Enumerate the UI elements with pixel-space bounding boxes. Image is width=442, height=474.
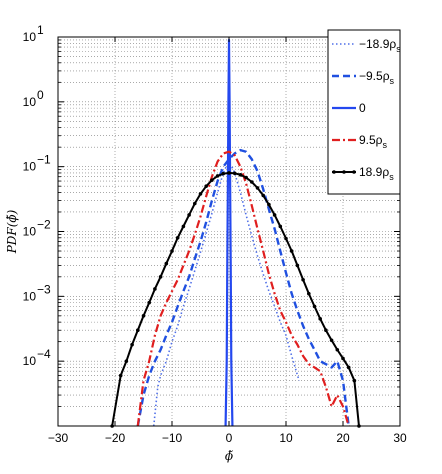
x-tick-label: −10 bbox=[162, 431, 183, 445]
series-point-4 bbox=[329, 338, 334, 343]
series-point-4 bbox=[352, 378, 357, 383]
y-tick-label: 10 bbox=[23, 95, 37, 109]
series-point-4 bbox=[153, 287, 157, 291]
series-line-3 bbox=[136, 150, 350, 427]
series-point-4 bbox=[341, 356, 345, 361]
legend: −18.9ρs −9.5ρs 0 9.5ρs 18.9ρs bbox=[327, 29, 401, 195]
grid-lines bbox=[58, 37, 400, 426]
y-tick-exponent: 0 bbox=[37, 88, 44, 102]
y-tick-exponent: 1 bbox=[37, 23, 44, 37]
series-point-4 bbox=[204, 184, 208, 188]
series-lines bbox=[110, 38, 361, 428]
series-point-4 bbox=[267, 202, 271, 207]
x-tick-label: −30 bbox=[48, 431, 69, 445]
series-point-4 bbox=[335, 347, 340, 352]
x-tick-label: 30 bbox=[393, 431, 407, 445]
legend-label-1: −9.5ρs bbox=[359, 69, 395, 86]
series-point-4 bbox=[130, 342, 134, 347]
series-point-4 bbox=[301, 277, 305, 282]
series-point-4 bbox=[221, 171, 226, 176]
legend-box bbox=[327, 29, 401, 195]
x-tick-label: 20 bbox=[336, 431, 350, 445]
series-point-4 bbox=[124, 359, 129, 363]
series-point-4 bbox=[147, 300, 151, 305]
y-tick-exponent: −1 bbox=[37, 153, 51, 167]
y-tick-label: 10 bbox=[23, 354, 37, 368]
series-point-4 bbox=[215, 174, 220, 178]
y-axis-label: PDF(ϕ̃) bbox=[5, 209, 19, 254]
series-point-4 bbox=[295, 263, 300, 268]
series-point-4 bbox=[227, 171, 231, 175]
series-point-4 bbox=[136, 328, 140, 333]
series-point-4 bbox=[346, 365, 351, 370]
series-point-4 bbox=[181, 224, 186, 229]
series-point-4 bbox=[278, 224, 283, 229]
series-point-4 bbox=[255, 186, 260, 190]
series-point-4 bbox=[193, 201, 197, 206]
legend-swatch-marker bbox=[332, 170, 336, 174]
series-point-4 bbox=[198, 192, 203, 196]
series-line-1 bbox=[136, 148, 350, 427]
x-axis-label: ϕ̃ bbox=[225, 449, 233, 463]
y-tick-exponent: −4 bbox=[37, 347, 51, 361]
series-point-4 bbox=[272, 213, 277, 217]
series-point-4 bbox=[210, 178, 214, 182]
series-point-4 bbox=[261, 193, 266, 198]
y-tick-label: 10 bbox=[23, 289, 37, 303]
series-point-4 bbox=[175, 235, 180, 240]
x-tick-label: 10 bbox=[279, 431, 293, 445]
series-point-4 bbox=[289, 249, 294, 253]
series-point-4 bbox=[312, 304, 317, 309]
series-point-4 bbox=[324, 328, 328, 333]
series-point-4 bbox=[244, 175, 248, 180]
legend-label-0: −18.9ρs bbox=[359, 37, 401, 54]
series-point-4 bbox=[284, 236, 288, 241]
series-line-4 bbox=[111, 171, 360, 427]
y-tick-label: 10 bbox=[23, 160, 37, 174]
legend-label-2: 0 bbox=[359, 101, 366, 115]
y-tick-label: 10 bbox=[23, 225, 37, 239]
series-point-4 bbox=[118, 373, 123, 378]
x-tick-label: 0 bbox=[226, 431, 233, 445]
series-point-4 bbox=[307, 291, 311, 296]
series-point-4 bbox=[250, 180, 254, 184]
series-point-4 bbox=[318, 317, 323, 321]
series-point-4 bbox=[164, 261, 169, 266]
series-point-4 bbox=[158, 275, 163, 279]
legend-label-4: 18.9ρs bbox=[359, 165, 394, 182]
series-point-4 bbox=[232, 171, 237, 176]
y-tick-exponent: −3 bbox=[37, 282, 51, 296]
x-tick-label: −20 bbox=[105, 431, 126, 445]
legend-swatch-marker bbox=[352, 170, 356, 174]
series-point-4 bbox=[141, 314, 146, 318]
y-tick-exponent: −2 bbox=[37, 218, 51, 232]
series-point-4 bbox=[238, 172, 243, 177]
series-point-4 bbox=[187, 213, 191, 217]
legend-swatch-marker bbox=[342, 170, 346, 174]
series-point-4 bbox=[170, 249, 174, 253]
y-tick-label: 10 bbox=[23, 30, 37, 44]
legend-label-3: 9.5ρs bbox=[359, 133, 388, 150]
